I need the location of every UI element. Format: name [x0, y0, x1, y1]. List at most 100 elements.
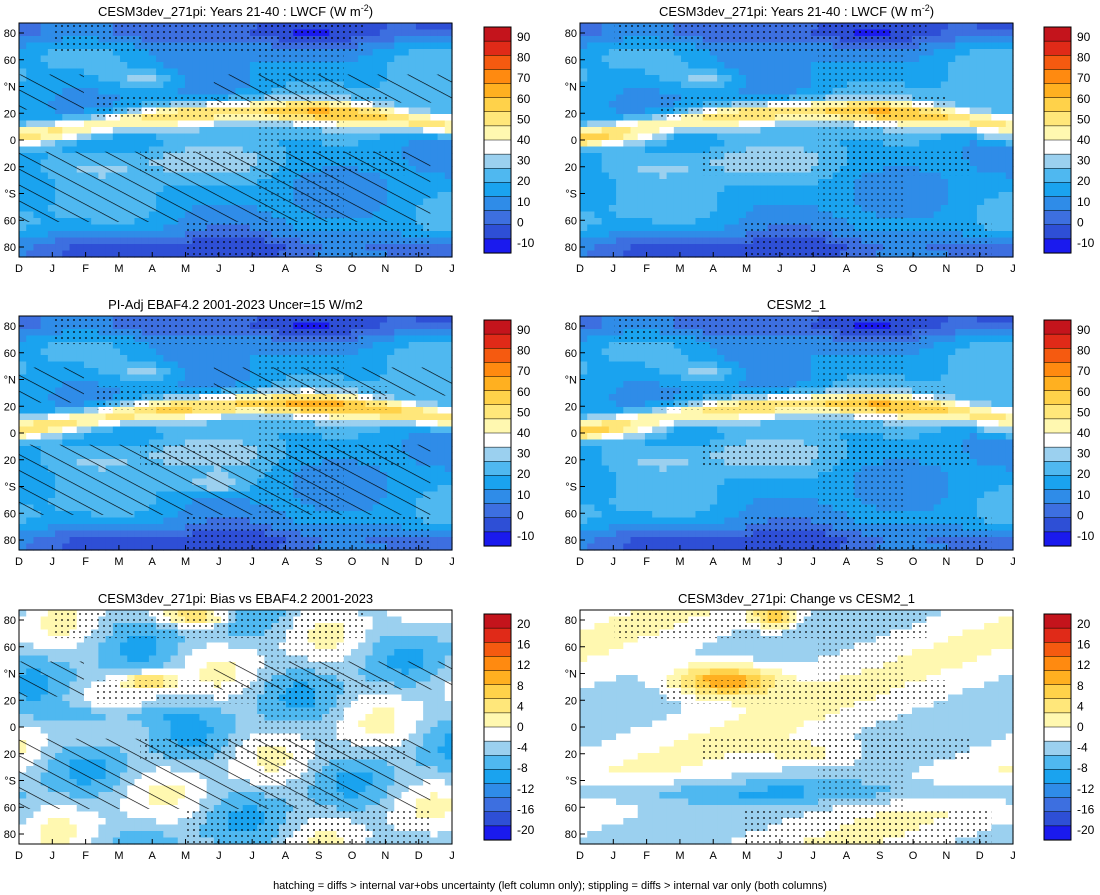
heatmap-cell — [112, 68, 121, 76]
heatmap-cell — [976, 159, 985, 167]
colorbar-swatch — [483, 111, 512, 127]
colorbar-swatch — [483, 238, 512, 254]
heatmap-cell — [738, 198, 747, 206]
heatmap-cell — [98, 237, 107, 245]
heatmap-cell — [616, 62, 624, 70]
heatmap-cell — [724, 205, 733, 213]
heatmap-cell — [760, 133, 769, 141]
heatmap-cell — [796, 75, 805, 83]
heatmap-cell — [156, 88, 164, 96]
heatmap-cell — [955, 205, 964, 213]
heatmap-cell — [998, 211, 1007, 219]
heatmap-cell — [242, 62, 251, 70]
heatmap-cell — [976, 107, 985, 115]
x-tick-label: J — [216, 263, 222, 275]
heatmap-cell — [47, 36, 56, 44]
heatmap-cell — [673, 88, 682, 96]
heatmap-cell — [933, 185, 942, 193]
heatmap-cell — [437, 179, 446, 187]
heatmap-cell — [580, 198, 588, 206]
heatmap-cell — [148, 88, 157, 96]
heatmap-cell — [192, 75, 201, 83]
heatmap-cell — [127, 244, 136, 252]
heatmap-cell — [630, 211, 639, 219]
heatmap-cell — [608, 75, 617, 83]
heatmap-cell — [688, 81, 697, 89]
heatmap-cell — [630, 231, 639, 239]
heatmap-cell — [148, 348, 157, 356]
heatmap-cell — [904, 62, 913, 70]
heatmap-cell — [796, 127, 805, 135]
heatmap-cell — [717, 68, 725, 76]
heatmap-cell — [601, 120, 610, 128]
heatmap-cell — [738, 81, 747, 89]
heatmap-cell — [1005, 172, 1014, 180]
heatmap-cell — [1005, 42, 1014, 50]
heatmap-cell — [365, 355, 374, 363]
heatmap-cell — [105, 237, 114, 245]
heatmap-cell — [630, 192, 639, 200]
heatmap-cell — [55, 120, 63, 128]
heatmap-cell — [984, 114, 992, 122]
heatmap-cell — [717, 192, 725, 200]
heatmap-cell — [724, 114, 733, 122]
heatmap-cell — [235, 133, 244, 141]
heatmap-cell — [601, 205, 610, 213]
heatmap-cell — [695, 81, 704, 89]
heatmap-cell — [430, 114, 439, 122]
heatmap-cell — [955, 179, 964, 187]
heatmap-cell — [659, 218, 668, 226]
heatmap-cell — [630, 120, 639, 128]
heatmap-cell — [948, 29, 956, 37]
heatmap-cell — [681, 172, 689, 180]
heatmap-cell — [681, 153, 689, 161]
heatmap-cell — [608, 120, 617, 128]
heatmap-cell — [444, 62, 453, 70]
heatmap-cell — [991, 224, 1000, 232]
heatmap-cell — [365, 329, 374, 337]
heatmap-cell — [415, 29, 424, 37]
heatmap-cell — [616, 159, 624, 167]
heatmap-cell — [444, 42, 453, 50]
heatmap-cell — [19, 127, 27, 135]
heatmap-cell — [652, 153, 660, 161]
heatmap-cell — [767, 133, 776, 141]
heatmap-cell — [616, 237, 624, 245]
colorbar-swatch — [483, 182, 512, 198]
heatmap-cell — [394, 62, 403, 70]
heatmap-cell — [170, 49, 179, 57]
heatmap-cell — [760, 49, 769, 57]
heatmap-cell — [444, 198, 453, 206]
heatmap-cell — [644, 146, 653, 154]
heatmap-cell — [141, 75, 150, 83]
heatmap-cell — [221, 55, 229, 63]
heatmap-cell — [695, 140, 704, 148]
heatmap-cell — [601, 29, 610, 37]
heatmap-cell — [637, 49, 646, 57]
heatmap-cell — [91, 237, 99, 245]
heatmap-cell — [926, 42, 935, 50]
heatmap-cell — [601, 159, 610, 167]
heatmap-cell — [112, 120, 121, 128]
heatmap-cell — [401, 42, 410, 50]
heatmap-cell — [681, 244, 689, 252]
heatmap-cell — [177, 75, 186, 83]
heatmap-cell — [430, 244, 439, 252]
heatmap-cell — [134, 133, 143, 141]
heatmap-cell — [803, 49, 812, 57]
heatmap-cell — [423, 29, 431, 37]
colorbar-label: 60 — [1077, 92, 1091, 106]
heatmap-cell — [177, 127, 186, 135]
heatmap-cell — [637, 205, 646, 213]
heatmap-cell — [423, 146, 431, 154]
heatmap-cell — [127, 81, 136, 89]
heatmap-cell — [969, 29, 978, 37]
heatmap-cell — [206, 120, 215, 128]
heatmap-cell — [955, 192, 964, 200]
heatmap-cell — [350, 62, 359, 70]
heatmap-cell — [637, 88, 646, 96]
heatmap-cell — [401, 322, 410, 330]
y-tick-label: °S — [4, 189, 16, 201]
x-tick-label: J — [777, 263, 783, 275]
heatmap-cell — [141, 224, 150, 232]
